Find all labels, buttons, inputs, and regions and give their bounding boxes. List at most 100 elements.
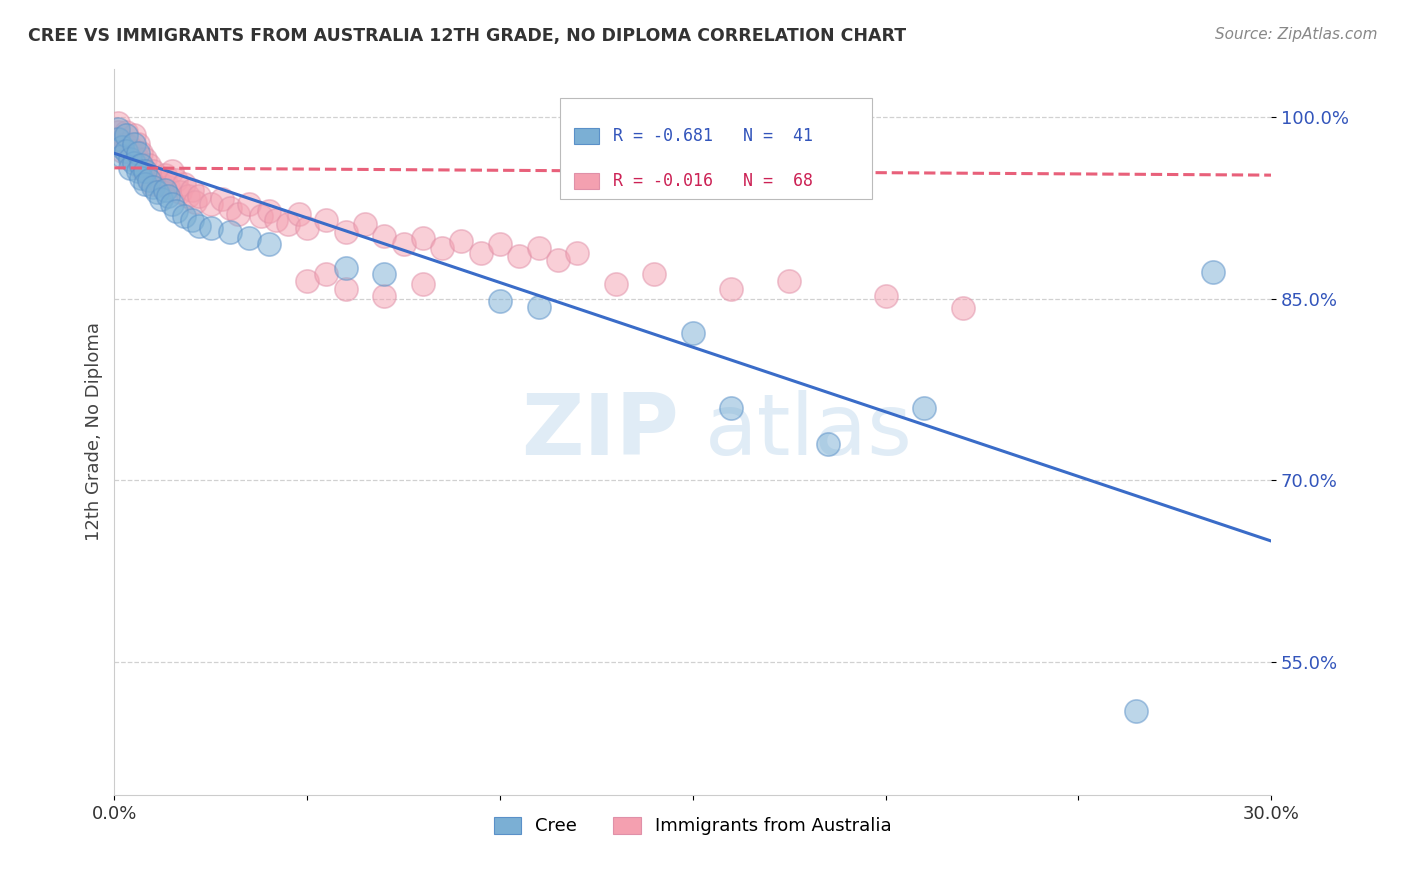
Point xyxy=(295,221,318,235)
Point xyxy=(115,136,138,151)
Point xyxy=(508,249,530,263)
Point xyxy=(169,185,191,199)
Point xyxy=(134,164,156,178)
Y-axis label: 12th Grade, No Diploma: 12th Grade, No Diploma xyxy=(86,323,103,541)
Point xyxy=(111,140,134,154)
Point xyxy=(157,188,180,202)
Point xyxy=(134,177,156,191)
Point xyxy=(153,183,176,197)
Text: ZIP: ZIP xyxy=(522,391,679,474)
Point xyxy=(127,153,149,167)
Point xyxy=(118,161,141,175)
Point xyxy=(1125,704,1147,718)
Point xyxy=(127,136,149,151)
Point xyxy=(257,204,280,219)
Point xyxy=(817,437,839,451)
Point xyxy=(173,177,195,191)
Point xyxy=(162,164,184,178)
Point xyxy=(122,128,145,143)
Point xyxy=(250,210,273,224)
Point xyxy=(200,197,222,211)
Point xyxy=(188,219,211,233)
Point xyxy=(107,116,129,130)
Point xyxy=(565,245,588,260)
Point xyxy=(335,261,357,276)
Point xyxy=(643,268,665,282)
Point xyxy=(778,273,800,287)
Point xyxy=(118,153,141,167)
Point xyxy=(131,161,153,175)
Point xyxy=(142,180,165,194)
Point xyxy=(165,204,187,219)
Point xyxy=(605,277,627,292)
Point xyxy=(111,134,134,148)
Text: Source: ZipAtlas.com: Source: ZipAtlas.com xyxy=(1215,27,1378,42)
Point xyxy=(111,144,134,158)
Point xyxy=(373,228,395,243)
Point xyxy=(912,401,935,415)
Point xyxy=(107,122,129,136)
Point xyxy=(354,217,377,231)
Point xyxy=(134,153,156,167)
Point xyxy=(162,197,184,211)
Text: atlas: atlas xyxy=(704,391,912,474)
Point xyxy=(176,188,198,202)
Point xyxy=(146,185,169,199)
Point xyxy=(115,128,138,143)
FancyBboxPatch shape xyxy=(574,128,599,145)
Point xyxy=(127,164,149,178)
Point xyxy=(527,241,550,255)
Point xyxy=(315,268,337,282)
Point xyxy=(131,158,153,172)
Point xyxy=(470,245,492,260)
Point xyxy=(238,197,260,211)
Point xyxy=(180,213,202,227)
FancyBboxPatch shape xyxy=(560,97,872,199)
Point xyxy=(146,170,169,185)
Point xyxy=(720,401,742,415)
Point xyxy=(200,221,222,235)
Point xyxy=(131,170,153,185)
Point xyxy=(107,132,129,146)
Point xyxy=(115,144,138,158)
Point xyxy=(173,210,195,224)
Point xyxy=(373,268,395,282)
Point xyxy=(547,252,569,267)
Point xyxy=(257,237,280,252)
Point xyxy=(127,146,149,161)
Point xyxy=(107,124,129,138)
Point xyxy=(412,277,434,292)
Point xyxy=(392,237,415,252)
Point xyxy=(138,158,160,172)
Point xyxy=(165,173,187,187)
Point xyxy=(238,231,260,245)
Point xyxy=(226,207,249,221)
Point xyxy=(335,282,357,296)
Text: CREE VS IMMIGRANTS FROM AUSTRALIA 12TH GRADE, NO DIPLOMA CORRELATION CHART: CREE VS IMMIGRANTS FROM AUSTRALIA 12TH G… xyxy=(28,27,907,45)
Point xyxy=(180,183,202,197)
Point xyxy=(489,294,512,309)
Point xyxy=(149,192,172,206)
Point xyxy=(682,326,704,340)
Point xyxy=(211,192,233,206)
Point xyxy=(184,194,207,209)
Point xyxy=(115,124,138,138)
Point xyxy=(412,231,434,245)
Point xyxy=(134,164,156,178)
Point xyxy=(153,168,176,182)
Point xyxy=(295,273,318,287)
Point xyxy=(118,140,141,154)
Point xyxy=(527,300,550,314)
Point xyxy=(188,188,211,202)
Point xyxy=(450,234,472,248)
Point xyxy=(952,301,974,316)
Point xyxy=(315,213,337,227)
Point xyxy=(142,177,165,191)
Point xyxy=(118,149,141,163)
Point xyxy=(149,177,172,191)
Point xyxy=(288,207,311,221)
Point xyxy=(122,144,145,158)
Point xyxy=(335,225,357,239)
Point xyxy=(142,164,165,178)
Point xyxy=(1202,265,1225,279)
